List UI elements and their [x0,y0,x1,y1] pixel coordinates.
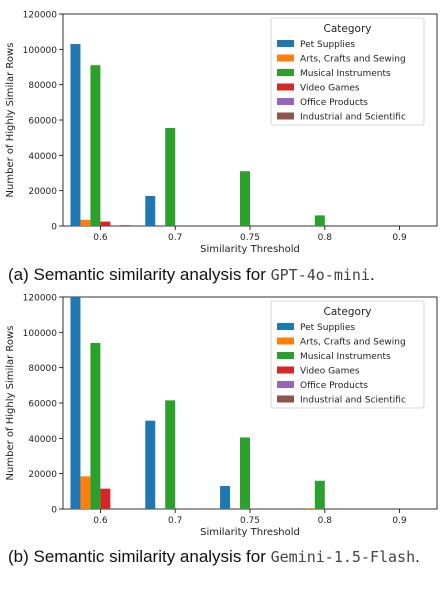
chart-a-xlabel: Similarity Threshold [200,244,300,255]
chart-a-bar [314,215,325,226]
chart-a-bar [80,219,91,226]
chart-b-bar [220,486,231,509]
chart-a-legend-entry: Arts, Crafts and Sewing [300,55,406,65]
chart-b-xtick-label: 0.9 [392,516,407,526]
caption-b-prefix: (b) Semantic similarity analysis for [8,547,271,566]
chart-a-legend-entry: Office Products [300,98,368,108]
chart-a-bar [145,195,156,226]
chart-b-svg: 0 20000 40000 60000 80000 100000 120000 0.6 0.7 0… [5,294,438,538]
caption-a: (a) Semantic similarity analysis for GPT… [8,264,440,286]
chart-b-xtick-label: 0.6 [93,516,108,526]
chart-b-legend-box [270,300,425,409]
caption-a-model: GPT-4o-mini [270,266,370,284]
chart-b-bar [80,476,91,509]
caption-a-suffix: . [369,265,375,284]
chart-b-legend-entry: Musical Instruments [300,352,391,362]
chart-b-ytick-label: 0 [51,506,57,516]
chart-a-ytick-label: 60000 [28,117,57,127]
chart-a-legend-swatch [277,98,294,105]
caption-b: (b) Semantic similarity analysis for Gem… [8,546,440,568]
chart-a-legend-swatch [277,40,294,47]
chart-a-legend-swatch [277,112,294,120]
chart-b-xlabel: Similarity Threshold [200,527,300,538]
chart-b-ylabel: Number of Highly Similar Rows [5,326,16,481]
chart-b-xtick-label: 0.7 [168,516,182,526]
chart-a-legend-swatch [277,69,294,76]
chart-b-legend-entry: Arts, Crafts and Sewing [300,338,406,348]
chart-a-legend-box [270,17,425,126]
chart-a-legend-entry: Video Games [300,84,360,94]
chart-b-ytick-label: 20000 [28,470,57,480]
chart-a-legend-swatch [277,83,294,91]
chart-b-legend-swatch [277,352,294,359]
chart-a-xtick-label: 0.75 [240,233,260,243]
chart-b-ytick-label: 100000 [23,329,58,339]
chart-a-ylabel: Number of Highly Similar Rows [5,43,16,198]
chart-a-bar [90,65,101,226]
chart-a-bar [240,171,250,226]
chart-b-legend-swatch [277,381,294,388]
chart-a-bar [100,221,111,226]
chart-b-ytick-label: 80000 [28,364,57,374]
chart-b-xtick-label: 0.8 [318,516,333,526]
chart-a-ytick-label: 80000 [28,81,57,91]
chart-a-legend-entry: Pet Supplies [300,40,355,50]
chart-gemini-flash: 0 20000 40000 60000 80000 100000 120000 0.6 0.7 0… [0,283,447,545]
chart-a-ytick-label: 120000 [23,11,58,21]
chart-a-bar [165,127,176,226]
chart-b-ytick-label: 60000 [28,400,57,410]
chart-b-xtick-label: 0.75 [240,516,260,526]
caption-b-model: Gemini-1.5-Flash [270,548,416,566]
caption-a-prefix: (a) Semantic similarity analysis for [8,265,271,284]
chart-a-legend-swatch [277,54,294,62]
chart-b-bar [314,480,325,509]
chart-b-legend-entry: Office Products [300,381,368,391]
chart-b-ytick-label: 120000 [23,294,58,304]
chart-a-ytick-label: 40000 [28,152,57,162]
chart-b-bar [304,508,315,509]
chart-a-legend-title: Category [324,23,372,35]
chart-a-ytick-label: 100000 [23,46,58,56]
chart-b-legend-entry: Pet Supplies [300,323,355,333]
chart-b-legend-swatch [277,395,294,403]
chart-b-legend-swatch [277,337,294,345]
chart-a-bar [120,225,131,226]
chart-gpt-4o-mini: 0 20000 40000 60000 80000 100000 120000 0.6 0.7 0… [0,0,447,262]
chart-b-bar [240,437,250,509]
chart-b-legend-swatch [277,323,294,330]
chart-b-bar [145,420,156,509]
chart-b-bar [165,400,176,509]
chart-a-xtick-label: 0.7 [168,233,182,243]
chart-a-svg: 0 20000 40000 60000 80000 100000 120000 0.6 0.7 0… [5,11,438,255]
chart-b-legend-swatch [277,366,294,374]
chart-a-xtick-label: 0.8 [318,233,333,243]
chart-b-legend-entry: Industrial and Scientific [300,396,406,406]
chart-a-bar [70,44,81,227]
chart-b-legend-entry: Video Games [300,367,360,377]
caption-b-suffix: . [415,547,420,566]
chart-b-bar [70,297,81,509]
chart-a-xtick-label: 0.9 [392,233,407,243]
chart-a-ytick-label: 0 [51,223,57,233]
chart-a-ytick-label: 20000 [28,187,57,197]
chart-a-legend-entry: Industrial and Scientific [300,113,406,123]
chart-a-xtick-label: 0.6 [93,233,108,243]
chart-b-bar [90,342,101,509]
chart-b-bar [100,488,111,509]
chart-b-ytick-label: 40000 [28,435,57,445]
chart-b-legend-title: Category [324,306,372,318]
chart-a-legend-entry: Musical Instruments [300,69,391,79]
